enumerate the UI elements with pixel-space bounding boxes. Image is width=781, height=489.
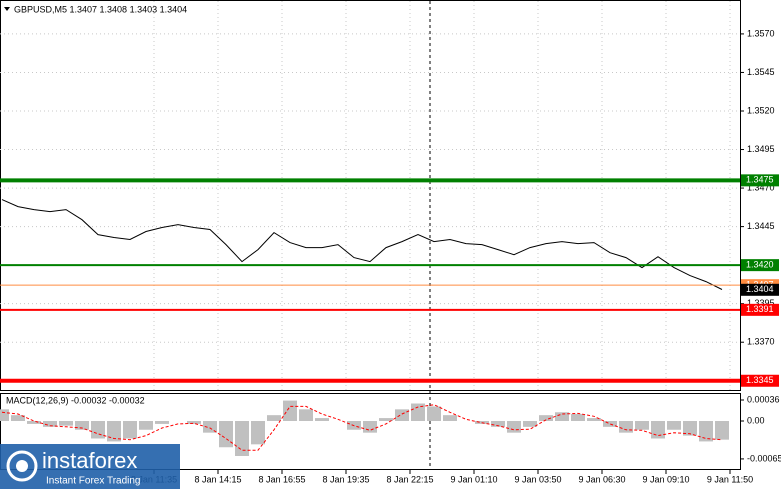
price-line xyxy=(1,199,723,290)
macd-bar xyxy=(59,421,73,426)
macd-bar xyxy=(139,421,153,430)
macd-bar xyxy=(123,421,137,439)
macd-bar xyxy=(155,421,169,424)
level-label-box xyxy=(741,303,779,316)
level-label-box xyxy=(741,374,779,387)
y-tick-label: 1.3545 xyxy=(747,67,775,77)
y-tick-label: 1.3395 xyxy=(747,298,775,308)
macd-panel xyxy=(0,393,741,470)
macd-bar xyxy=(427,406,441,421)
x-tick-label: 8 Jan 22:15 xyxy=(386,474,433,484)
chart-title: GBPUSD,M5 1.3407 1.3408 1.3403 1.3404 xyxy=(14,4,187,14)
watermark-icon xyxy=(6,450,38,482)
macd-bar xyxy=(395,409,409,421)
level-label: 1.3420 xyxy=(746,260,774,270)
y-tick-label: 1.3370 xyxy=(747,337,775,347)
macd-bar xyxy=(443,415,457,421)
macd-bar xyxy=(27,421,41,424)
macd-bar xyxy=(699,421,713,442)
y-tick-label: 0.00036 xyxy=(747,394,780,404)
y-tick-label: 1.3470 xyxy=(747,182,775,192)
macd-bar xyxy=(267,415,281,421)
macd-bar xyxy=(523,421,537,427)
y-tick-label: 0.00 xyxy=(747,415,765,425)
x-tick-label: 8 Jan 16:55 xyxy=(258,474,305,484)
y-tick-label: -0.00065 xyxy=(747,453,781,463)
y-tick-label: 1.3520 xyxy=(747,105,775,115)
macd-title: MACD(12,26,9) -0.00032 -0.00032 xyxy=(6,395,145,405)
level-label-box xyxy=(741,259,779,272)
macd-bar xyxy=(11,415,25,421)
y-tick-label: 1.3495 xyxy=(747,144,775,154)
watermark: instaforex Instant Forex Trading xyxy=(0,444,180,489)
level-label: 1.3404 xyxy=(746,284,774,294)
x-tick-label: 9 Jan 06:30 xyxy=(578,474,625,484)
level-label: 1.3345 xyxy=(746,375,774,385)
x-tick-label: 9 Jan 01:10 xyxy=(450,474,497,484)
level-label: 1.3391 xyxy=(746,304,774,314)
macd-bar xyxy=(635,421,649,430)
macd-bar xyxy=(491,421,505,427)
watermark-box xyxy=(0,444,180,489)
macd-bar xyxy=(603,421,617,427)
y-tick-label: 1.3445 xyxy=(747,221,775,231)
macd-bar xyxy=(299,409,313,421)
watermark-icon xyxy=(16,460,28,472)
macd-bar xyxy=(75,421,89,430)
macd-bar xyxy=(363,421,377,433)
x-tick-label: 9 Jan 03:50 xyxy=(514,474,561,484)
macd-bar xyxy=(571,414,585,421)
macd-bar xyxy=(379,418,393,421)
macd-bar xyxy=(251,421,265,445)
macd-bar xyxy=(683,421,697,436)
macd-bar xyxy=(0,409,9,421)
macd-bar xyxy=(619,421,633,433)
macd-bar xyxy=(219,421,233,448)
macd-bar xyxy=(283,400,297,421)
x-tick-label: 9 Jan 09:10 xyxy=(642,474,689,484)
macd-bar xyxy=(315,418,329,421)
macd-bar xyxy=(91,421,105,439)
y-tick-label: 1.3570 xyxy=(747,28,775,38)
menu-arrow xyxy=(4,7,10,11)
macd-bar xyxy=(587,418,601,421)
x-tick-label: 8 Jan 14:15 xyxy=(194,474,241,484)
signal-line xyxy=(1,404,723,451)
level-label: 1.3475 xyxy=(746,175,774,185)
macd-bar xyxy=(667,421,681,430)
watermark-name: instaforex xyxy=(42,448,137,473)
main-panel xyxy=(0,0,741,391)
x-tick-label: 8 Jan 19:35 xyxy=(322,474,369,484)
x-tick-label: 9 Jan 11:50 xyxy=(707,474,753,484)
macd-bar xyxy=(507,421,521,433)
macd-bar xyxy=(43,421,57,427)
macd-bar xyxy=(187,421,201,424)
macd-bar xyxy=(539,415,553,421)
macd-bar xyxy=(107,421,121,442)
macd-bar xyxy=(203,421,217,433)
macd-bar xyxy=(651,421,665,439)
macd-bar xyxy=(235,421,249,456)
level-label-box xyxy=(741,283,779,296)
macd-bar xyxy=(411,403,425,421)
macd-bar xyxy=(715,421,729,440)
watermark-tagline: Instant Forex Trading xyxy=(46,476,141,487)
macd-bar xyxy=(555,412,569,421)
level-label-box xyxy=(741,174,779,187)
